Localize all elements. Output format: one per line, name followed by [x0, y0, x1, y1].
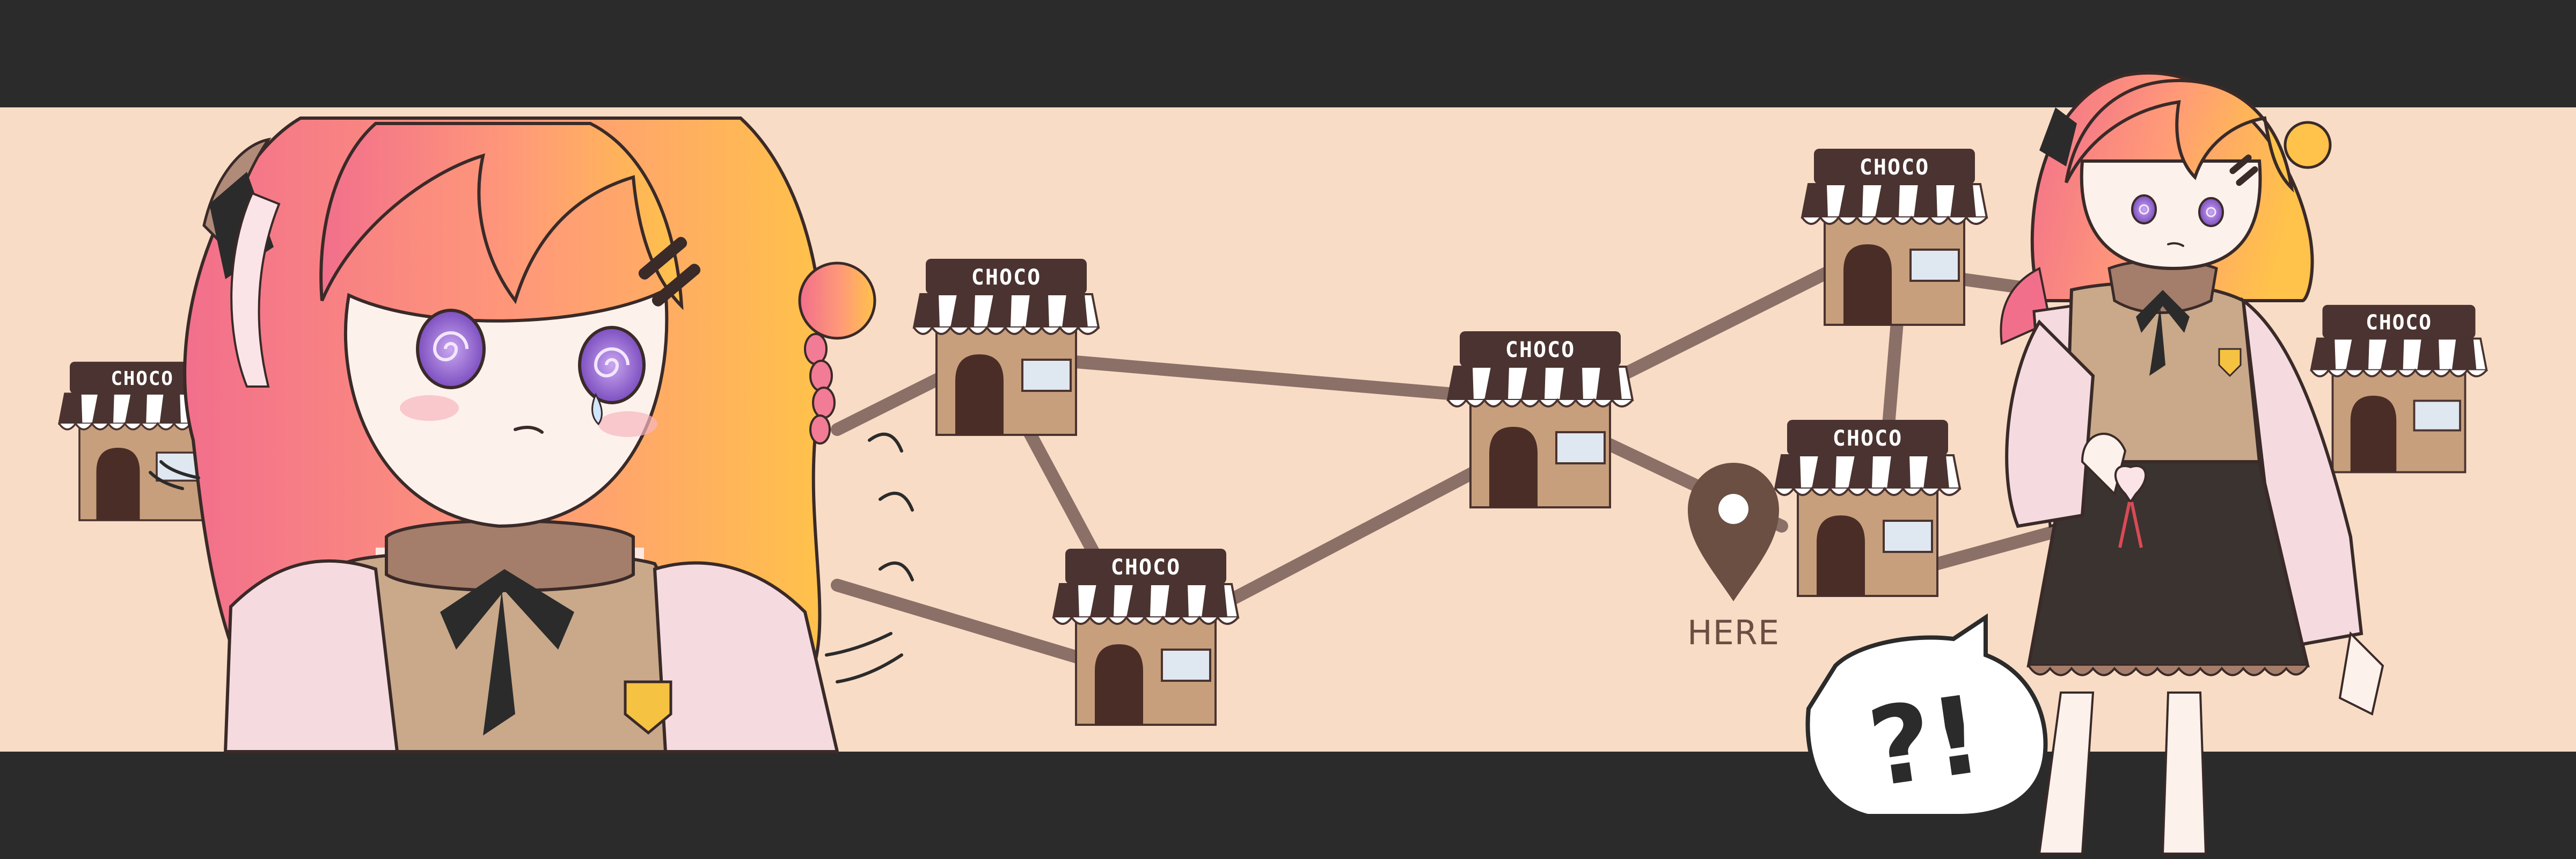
hair-clip-icon — [2229, 154, 2258, 186]
shop-sign: CHOCO — [1111, 555, 1181, 580]
face — [2080, 159, 2262, 271]
location-label: HERE — [1687, 613, 1780, 652]
shop-sign: CHOCO — [2366, 311, 2432, 334]
bangs — [319, 122, 684, 310]
speech-bubble-icon: ?! — [1805, 613, 2048, 818]
shop-icon: CHOCO — [913, 258, 1100, 436]
shop-icon: CHOCO — [58, 360, 226, 521]
bangs — [2065, 78, 2294, 193]
route-line — [831, 579, 1112, 672]
character-closeup — [183, 117, 876, 753]
shop-icon: CHOCO — [1052, 548, 1239, 726]
skirt-frill — [2028, 665, 2309, 676]
swirl-eye-icon — [2198, 197, 2224, 227]
shop-icon: CHOCO — [1774, 419, 1961, 597]
swirl-eye-icon — [578, 326, 646, 404]
cardigan-right — [653, 561, 839, 753]
badge — [2218, 348, 2242, 377]
shop-sign: CHOCO — [971, 265, 1041, 290]
hand — [2338, 631, 2384, 716]
shop-sign: CHOCO — [1833, 426, 1902, 451]
swirl-eye-icon — [2131, 194, 2157, 224]
leg — [2038, 691, 2095, 855]
hand — [2081, 432, 2127, 496]
character-fullbody — [2000, 71, 2384, 855]
leg — [2161, 691, 2207, 855]
shop-icon: CHOCO — [1447, 330, 1634, 508]
hair-clip-icon — [638, 237, 701, 307]
neck-ribbon — [440, 569, 574, 650]
heart-charm — [2114, 465, 2147, 548]
exclamation-text: ?! — [1862, 672, 1989, 812]
mouth — [2167, 242, 2184, 247]
cardigan-right — [2241, 297, 2363, 646]
shop-sign: CHOCO — [111, 368, 173, 390]
cardigan-left — [223, 559, 399, 753]
collar — [385, 519, 635, 592]
location-pin-icon — [1688, 463, 1779, 601]
sweat-drop — [591, 392, 603, 426]
badge — [624, 680, 672, 735]
hair-ribbon — [230, 192, 281, 388]
shop-icon: CHOCO — [1801, 148, 1988, 326]
neck-ribbon — [2136, 290, 2190, 333]
braid — [804, 333, 836, 445]
sleeve-left — [2005, 319, 2095, 528]
hair-bow — [2039, 107, 2077, 166]
motion-lines-icon — [149, 432, 914, 683]
shop-sign: CHOCO — [1505, 338, 1575, 362]
shop-sign: CHOCO — [1860, 155, 1929, 180]
swirl-eye-icon — [416, 309, 486, 389]
shop-icon: CHOCO — [2310, 304, 2488, 474]
mouth — [514, 426, 544, 434]
